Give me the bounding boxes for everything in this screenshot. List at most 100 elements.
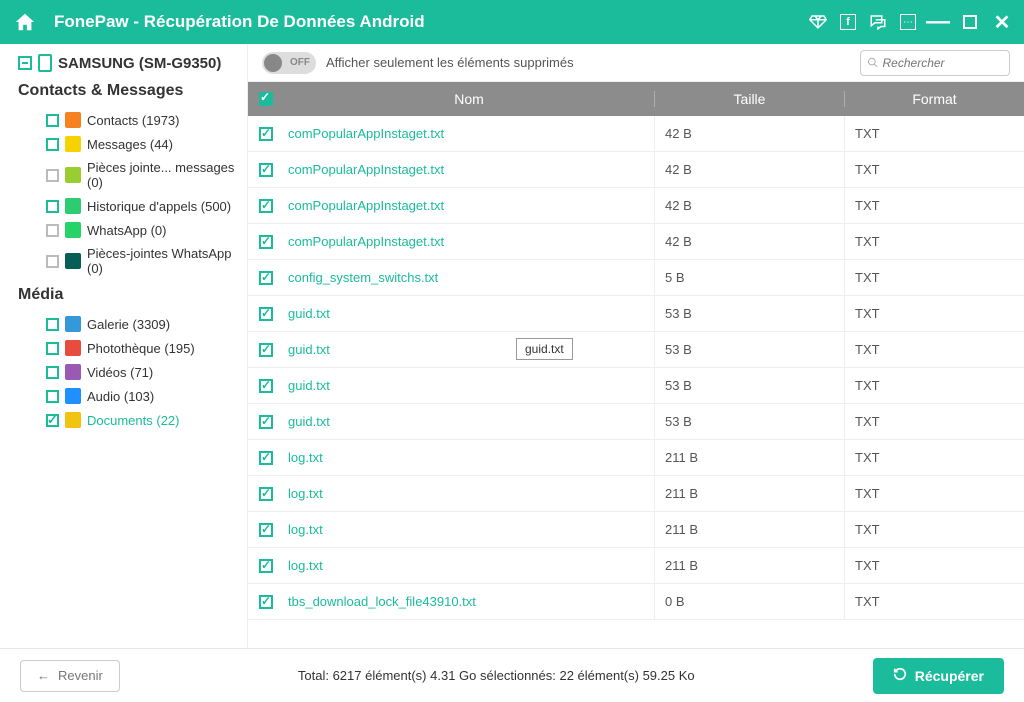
col-taille[interactable]: Taille — [654, 91, 844, 107]
category-icon — [65, 167, 81, 183]
row-checkbox[interactable] — [259, 163, 273, 177]
sidebar-item[interactable]: Pièces jointe... messages (0) — [18, 156, 243, 194]
cell-nom: guid.txt — [284, 378, 654, 393]
col-format[interactable]: Format — [844, 91, 1024, 107]
sidebar-item[interactable]: Contacts (1973) — [18, 108, 243, 132]
cell-nom: guid.txt — [284, 306, 654, 321]
row-checkbox[interactable] — [259, 307, 273, 321]
cell-nom: comPopularAppInstaget.txt — [284, 162, 654, 177]
sidebar-item[interactable]: Messages (44) — [18, 132, 243, 156]
item-checkbox[interactable] — [46, 318, 59, 331]
table-row[interactable]: log.txt211 BTXT — [248, 548, 1024, 584]
search-input[interactable] — [883, 56, 1003, 70]
row-checkbox[interactable] — [259, 199, 273, 213]
item-checkbox[interactable] — [46, 138, 59, 151]
row-checkbox[interactable] — [259, 271, 273, 285]
sidebar-item[interactable]: WhatsApp (0) — [18, 218, 243, 242]
cell-nom: comPopularAppInstaget.txt — [284, 234, 654, 249]
table-row[interactable]: config_system_switchs.txt5 BTXT — [248, 260, 1024, 296]
cell-nom: log.txt — [284, 450, 654, 465]
row-checkbox[interactable] — [259, 523, 273, 537]
sidebar-item[interactable]: Galerie (3309) — [18, 312, 243, 336]
table-row[interactable]: guid.txt53 BTXT — [248, 296, 1024, 332]
sidebar-item[interactable]: Photothèque (195) — [18, 336, 243, 360]
toggle-label: OFF — [290, 57, 310, 68]
item-checkbox[interactable] — [46, 224, 59, 237]
col-nom[interactable]: Nom — [284, 91, 654, 107]
row-checkbox[interactable] — [259, 415, 273, 429]
close-icon[interactable]: ✕ — [992, 12, 1012, 32]
diamond-icon[interactable] — [808, 12, 828, 32]
minimize-icon[interactable]: — — [928, 12, 948, 32]
cell-format: TXT — [844, 440, 1024, 475]
sidebar: SAMSUNG (SM-G9350) Contacts & Messages C… — [0, 44, 248, 648]
item-checkbox[interactable] — [46, 200, 59, 213]
cell-nom: config_system_switchs.txt — [284, 270, 654, 285]
cell-taille: 53 B — [654, 404, 844, 439]
cell-format: TXT — [844, 368, 1024, 403]
item-label: Messages (44) — [87, 137, 173, 152]
table-row[interactable]: comPopularAppInstaget.txt42 BTXT — [248, 116, 1024, 152]
item-checkbox[interactable] — [46, 255, 59, 268]
row-checkbox[interactable] — [259, 127, 273, 141]
sidebar-item[interactable]: Audio (103) — [18, 384, 243, 408]
row-checkbox[interactable] — [259, 559, 273, 573]
row-checkbox[interactable] — [259, 595, 273, 609]
home-icon[interactable] — [12, 9, 38, 35]
row-checkbox[interactable] — [259, 379, 273, 393]
cell-format: TXT — [844, 548, 1024, 583]
cell-format: TXT — [844, 188, 1024, 223]
sidebar-item[interactable]: Pièces-jointes WhatsApp (0) — [18, 242, 243, 280]
category-icon — [65, 412, 81, 428]
table-row[interactable]: guid.txt53 BTXTguid.txt — [248, 332, 1024, 368]
cell-nom: comPopularAppInstaget.txt — [284, 126, 654, 141]
category-icon — [65, 388, 81, 404]
table-row[interactable]: comPopularAppInstaget.txt42 BTXT — [248, 152, 1024, 188]
row-checkbox[interactable] — [259, 451, 273, 465]
table-row[interactable]: guid.txt53 BTXT — [248, 368, 1024, 404]
chat-icon[interactable] — [868, 12, 888, 32]
toggle-text: Afficher seulement les éléments supprimé… — [326, 55, 574, 70]
item-label: Contacts (1973) — [87, 113, 180, 128]
item-checkbox[interactable] — [46, 366, 59, 379]
table-row[interactable]: log.txt211 BTXT — [248, 476, 1024, 512]
search-box[interactable] — [860, 50, 1010, 76]
device-checkbox[interactable] — [18, 56, 32, 70]
row-checkbox[interactable] — [259, 487, 273, 501]
recover-button[interactable]: Récupérer — [873, 658, 1004, 694]
sidebar-item[interactable]: Vidéos (71) — [18, 360, 243, 384]
cell-nom: comPopularAppInstaget.txt — [284, 198, 654, 213]
device-row[interactable]: SAMSUNG (SM-G9350) — [18, 54, 243, 72]
table-row[interactable]: comPopularAppInstaget.txt42 BTXT — [248, 188, 1024, 224]
item-label: Audio (103) — [87, 389, 154, 404]
table-row[interactable]: tbs_download_lock_file43910.txt0 BTXT — [248, 584, 1024, 620]
table-row[interactable]: log.txt211 BTXT — [248, 440, 1024, 476]
item-checkbox[interactable] — [46, 414, 59, 427]
row-checkbox[interactable] — [259, 235, 273, 249]
more-icon[interactable]: ⋯ — [900, 14, 916, 30]
back-button[interactable]: ← Revenir — [20, 660, 120, 692]
facebook-icon[interactable]: f — [840, 14, 856, 30]
cell-taille: 5 B — [654, 260, 844, 295]
sidebar-item[interactable]: Historique d'appels (500) — [18, 194, 243, 218]
table-row[interactable]: comPopularAppInstaget.txt42 BTXT — [248, 224, 1024, 260]
sidebar-item[interactable]: Documents (22) — [18, 408, 243, 432]
item-checkbox[interactable] — [46, 114, 59, 127]
table-row[interactable]: log.txt211 BTXT — [248, 512, 1024, 548]
maximize-icon[interactable] — [960, 12, 980, 32]
select-all-checkbox[interactable] — [259, 92, 273, 106]
row-checkbox[interactable] — [259, 343, 273, 357]
category-icon — [65, 340, 81, 356]
toggle-knob — [264, 54, 282, 72]
main-area: SAMSUNG (SM-G9350) Contacts & Messages C… — [0, 44, 1024, 648]
item-checkbox[interactable] — [46, 342, 59, 355]
app-title: FonePaw - Récupération De Données Androi… — [54, 12, 425, 32]
item-label: Photothèque (195) — [87, 341, 195, 356]
cell-taille: 42 B — [654, 116, 844, 151]
item-checkbox[interactable] — [46, 390, 59, 403]
item-checkbox[interactable] — [46, 169, 59, 182]
table-body[interactable]: comPopularAppInstaget.txt42 BTXTcomPopul… — [248, 116, 1024, 648]
tooltip: guid.txt — [516, 338, 573, 360]
deleted-toggle[interactable]: OFF — [262, 52, 316, 74]
table-row[interactable]: guid.txt53 BTXT — [248, 404, 1024, 440]
